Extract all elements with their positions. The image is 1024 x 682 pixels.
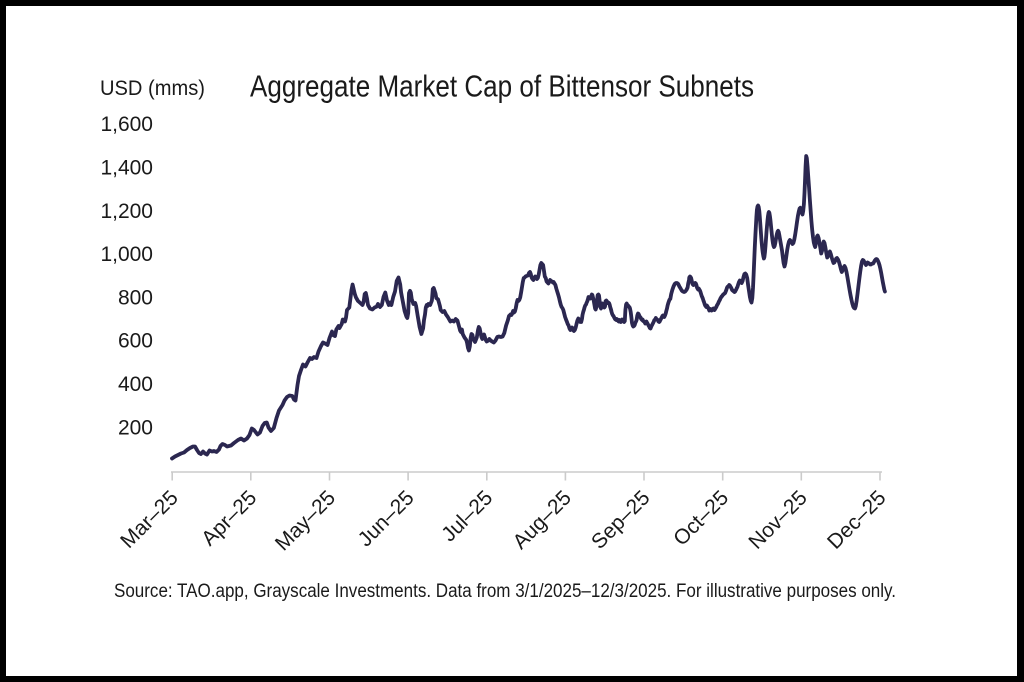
- svg-text:200: 200: [118, 416, 153, 439]
- svg-text:1,200: 1,200: [100, 200, 153, 223]
- svg-text:1,400: 1,400: [100, 157, 153, 180]
- svg-text:800: 800: [118, 286, 153, 309]
- svg-text:1,000: 1,000: [100, 243, 153, 266]
- svg-text:Source: TAO.app, Grayscale Inv: Source: TAO.app, Grayscale Investments. …: [114, 581, 896, 602]
- svg-text:600: 600: [118, 330, 153, 353]
- svg-text:1,600: 1,600: [100, 113, 153, 136]
- svg-text:400: 400: [118, 373, 153, 396]
- svg-text:Aggregate Market Cap of Bitten: Aggregate Market Cap of Bittensor Subnet…: [250, 69, 754, 104]
- svg-text:USD (mms): USD (mms): [100, 77, 205, 100]
